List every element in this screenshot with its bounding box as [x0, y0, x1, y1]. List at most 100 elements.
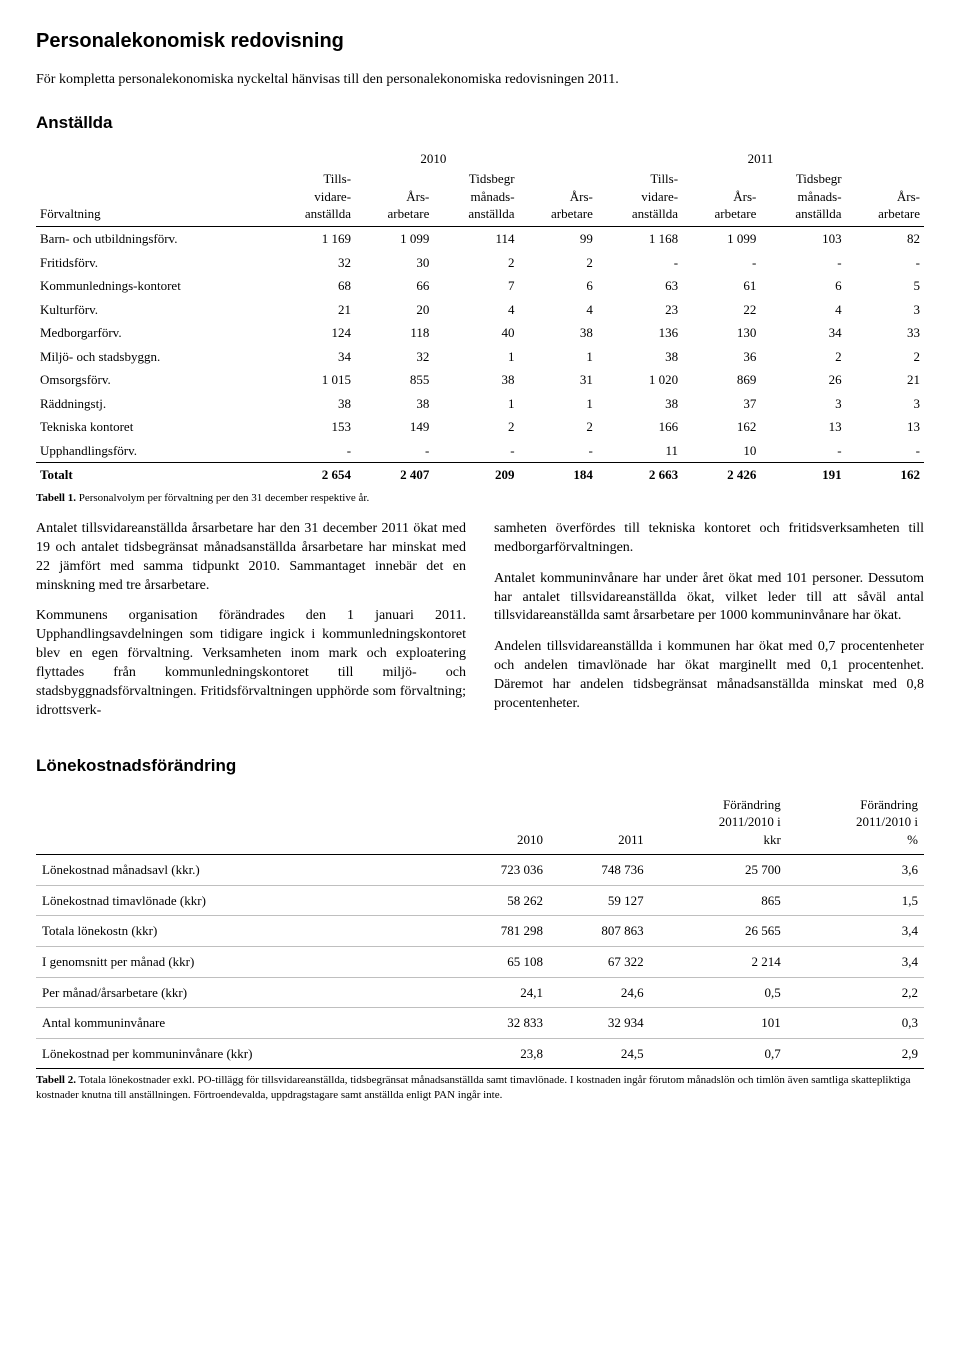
table-cell: 10: [682, 439, 760, 463]
table-cell: 32 934: [549, 1008, 650, 1039]
table-row-total: Totalt2 6542 4072091842 6632 426191162: [36, 463, 924, 487]
table-cell: 153: [270, 415, 355, 439]
table-cell: 0,5: [650, 977, 787, 1008]
year-2010: 2010: [270, 147, 597, 168]
table-cell: Barn- och utbildningsförv.: [36, 227, 270, 251]
table-personalvolym: 2010 2011 FörvaltningTills-vidare-anstäl…: [36, 147, 924, 487]
table-row: Upphandlingsförv.----1110--: [36, 439, 924, 463]
table-cell: 23,8: [448, 1038, 549, 1069]
table-cell: 2,2: [787, 977, 924, 1008]
table2-header: 2010: [448, 790, 549, 855]
table-cell: 2 407: [355, 463, 433, 487]
table-cell: Lönekostnad månadsavl (kkr.): [36, 855, 448, 886]
table-cell: 3: [846, 298, 924, 322]
table-cell: 1: [519, 345, 597, 369]
table-cell: -: [682, 251, 760, 275]
table-cell: 1 168: [597, 227, 682, 251]
table-cell: 23: [597, 298, 682, 322]
table-row: Fritidsförv.323022----: [36, 251, 924, 275]
table-cell: 13: [760, 415, 845, 439]
table-row: Miljö- och stadsbyggn.343211383622: [36, 345, 924, 369]
table-cell: 162: [846, 463, 924, 487]
paragraph: Kommunens organisation förändrades den 1…: [36, 607, 466, 720]
table-row: Lönekostnad per kommuninvånare (kkr)23,8…: [36, 1038, 924, 1069]
table-cell: 59 127: [549, 885, 650, 916]
table-cell: 149: [355, 415, 433, 439]
table-row: Omsorgsförv.1 01585538311 0208692621: [36, 368, 924, 392]
table-row: Totala lönekostn (kkr)781 298807 86326 5…: [36, 916, 924, 947]
table-cell: 25 700: [650, 855, 787, 886]
table-cell: Miljö- och stadsbyggn.: [36, 345, 270, 369]
table-cell: 2,9: [787, 1038, 924, 1069]
table-cell: 11: [597, 439, 682, 463]
table-cell: 24,1: [448, 977, 549, 1008]
table2-header: Förändring2011/2010 i%: [787, 790, 924, 855]
table-cell: -: [846, 251, 924, 275]
table-cell: 869: [682, 368, 760, 392]
table1-header: Tills-vidare-anställda: [597, 167, 682, 226]
table-cell: 1,5: [787, 885, 924, 916]
table-cell: 63: [597, 274, 682, 298]
table2-caption-bold: Tabell 2.: [36, 1074, 76, 1086]
table-cell: 38: [433, 368, 518, 392]
table-cell: 66: [355, 274, 433, 298]
table1-header: Tills-vidare-anställda: [270, 167, 355, 226]
table-cell: 31: [519, 368, 597, 392]
table-cell: Lönekostnad timavlönade (kkr): [36, 885, 448, 916]
table-cell: 2 214: [650, 947, 787, 978]
table-cell: -: [846, 439, 924, 463]
table-cell: 21: [270, 298, 355, 322]
table-cell: Tekniska kontoret: [36, 415, 270, 439]
table-cell: 807 863: [549, 916, 650, 947]
table-cell: 2 654: [270, 463, 355, 487]
table-cell: 2: [433, 415, 518, 439]
table-cell: 68: [270, 274, 355, 298]
table-cell: 209: [433, 463, 518, 487]
table-cell: 65 108: [448, 947, 549, 978]
table-cell: 3,6: [787, 855, 924, 886]
table-row: Kulturförv.212044232243: [36, 298, 924, 322]
table-row: Räddningstj.383811383733: [36, 392, 924, 416]
body-columns: Antalet tillsvidareanställda årsarbetare…: [36, 520, 924, 733]
table-cell: Kommunlednings-kontoret: [36, 274, 270, 298]
table-cell: 3,4: [787, 916, 924, 947]
table-cell: 32: [270, 251, 355, 275]
table1-header: Tidsbegrmånads-anställda: [760, 167, 845, 226]
table-cell: 166: [597, 415, 682, 439]
table-cell: -: [760, 439, 845, 463]
table-cell: 82: [846, 227, 924, 251]
table-cell: 24,5: [549, 1038, 650, 1069]
table-cell: 114: [433, 227, 518, 251]
table-cell: 4: [519, 298, 597, 322]
table-row: Medborgarförv.12411840381361303433: [36, 321, 924, 345]
section-lonekostnad: Lönekostnadsförändring: [36, 755, 924, 778]
table-cell: 1 169: [270, 227, 355, 251]
table-cell: 1 020: [597, 368, 682, 392]
table-cell: 748 736: [549, 855, 650, 886]
table-cell: 1 099: [355, 227, 433, 251]
table-cell: 38: [355, 392, 433, 416]
table2-header: [36, 790, 448, 855]
table-row: Tekniska kontoret153149221661621313: [36, 415, 924, 439]
table-cell: Kulturförv.: [36, 298, 270, 322]
table-cell: 20: [355, 298, 433, 322]
intro-text: För kompletta personalekonomiska nyckelt…: [36, 71, 924, 90]
table-cell: 99: [519, 227, 597, 251]
table-cell: 38: [597, 345, 682, 369]
table-cell: 136: [597, 321, 682, 345]
table-cell: 184: [519, 463, 597, 487]
table-cell: Omsorgsförv.: [36, 368, 270, 392]
table-cell: 22: [682, 298, 760, 322]
table-cell: 3: [760, 392, 845, 416]
table-cell: 118: [355, 321, 433, 345]
table-cell: -: [519, 439, 597, 463]
section-anstallda: Anställda: [36, 112, 924, 135]
table-cell: -: [355, 439, 433, 463]
table-cell: 6: [519, 274, 597, 298]
table1-header: Tidsbegrmånads-anställda: [433, 167, 518, 226]
table1-header: Års-arbetare: [682, 167, 760, 226]
table-cell: 1: [433, 345, 518, 369]
table1-caption: Tabell 1. Personalvolym per förvaltning …: [36, 491, 924, 506]
table-cell: Lönekostnad per kommuninvånare (kkr): [36, 1038, 448, 1069]
table-cell: 2: [433, 251, 518, 275]
